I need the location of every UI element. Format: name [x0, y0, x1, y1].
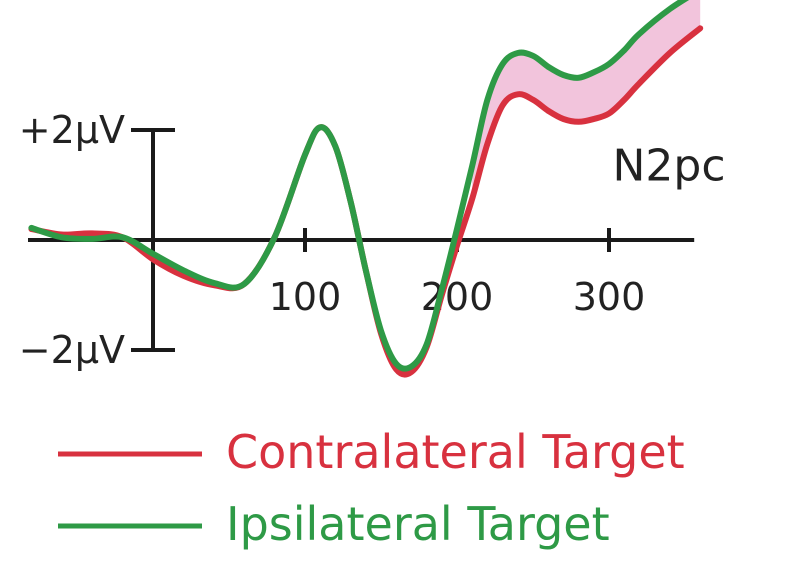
y-tick-label-minus-2uv: −2µV — [19, 328, 125, 372]
x-tick-label-100: 100 — [269, 275, 342, 319]
legend-label-contralateral: Contralateral Target — [226, 425, 685, 479]
n2pc-annotation: N2pc — [612, 141, 725, 192]
series-line-contralateral — [28, 25, 704, 378]
legend-label-ipsilateral: Ipsilateral Target — [226, 497, 610, 551]
y-tick-label-plus-2uv: +2µV — [19, 108, 125, 152]
legend: Contralateral Target Ipsilateral Target — [58, 425, 685, 551]
n2pc-difference-area — [472, 0, 701, 199]
series-line-ipsilateral — [28, 0, 690, 372]
x-tick-label-300: 300 — [573, 275, 646, 319]
x-tick-labels: 100 200 300 — [269, 275, 646, 319]
x-tick-label-200: 200 — [421, 275, 494, 319]
